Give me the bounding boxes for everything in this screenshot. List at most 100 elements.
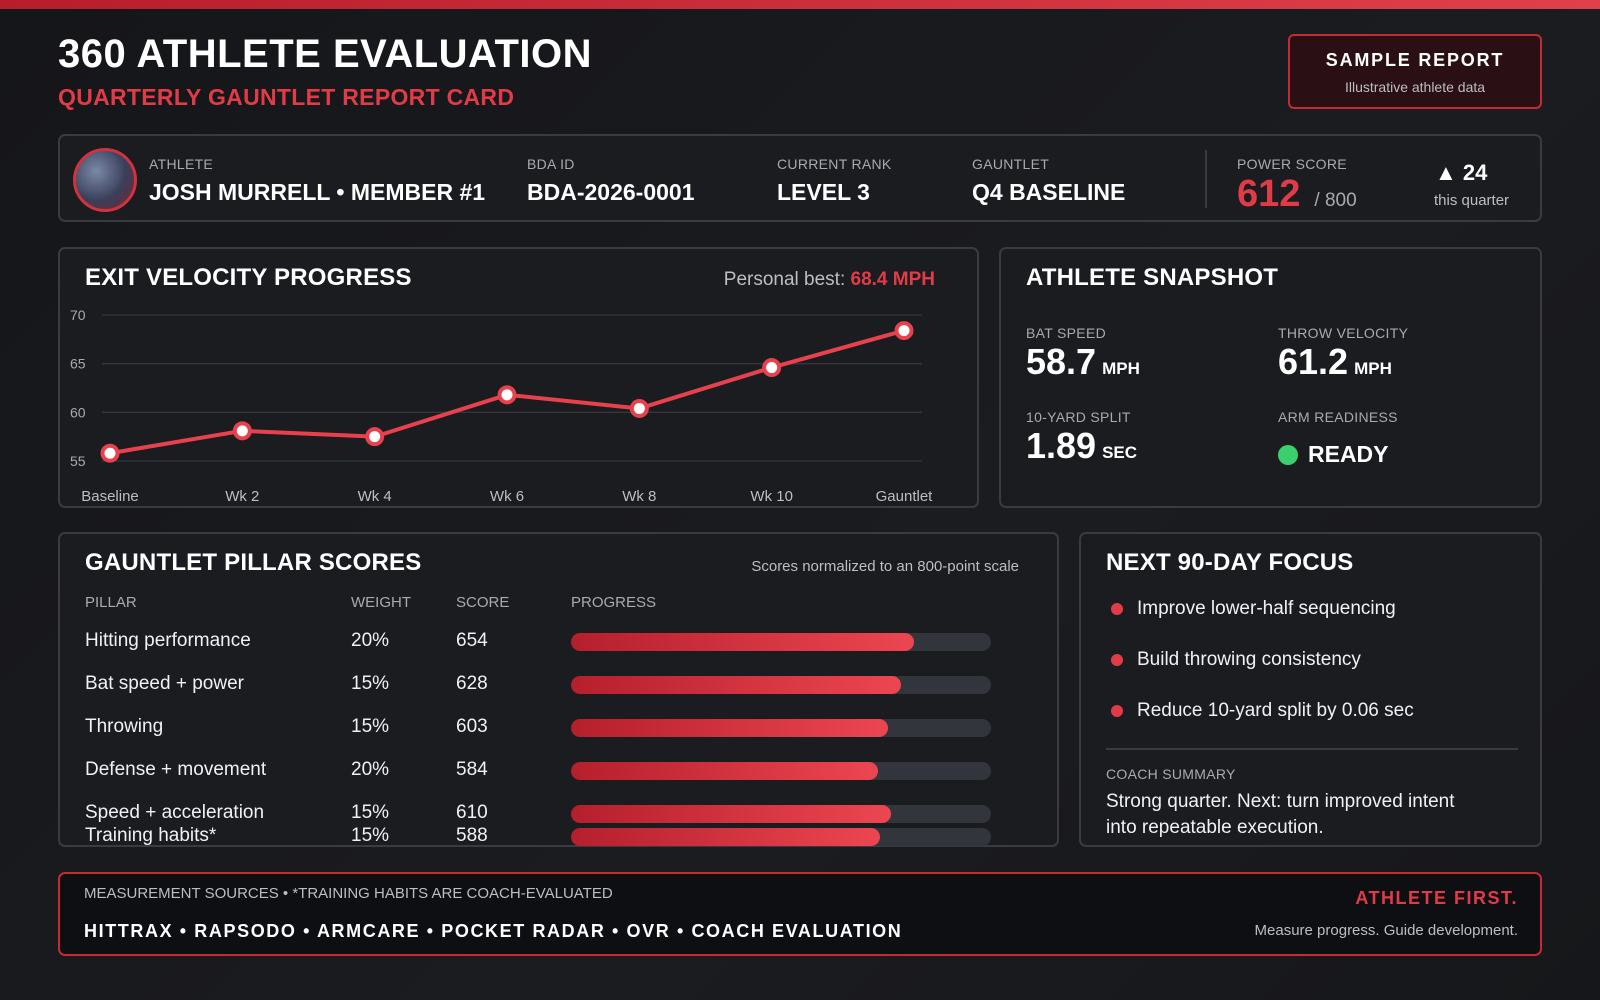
x-tick-label: Wk 2 (225, 488, 259, 505)
data-point (232, 421, 252, 441)
pillar-progress-track (571, 828, 991, 846)
pillar-score: 628 (456, 673, 488, 694)
personal-best-value: 68.4 MPH (850, 269, 935, 290)
pillar-progress-fill (571, 633, 915, 651)
athlete-info-bar: ATHLETE JOSH MURRELL • MEMBER #1 BDA ID … (58, 134, 1542, 222)
pillar-row: Speed + acceleration 15% 610 (60, 802, 1057, 826)
pillar-row: Defense + movement 20% 584 (60, 759, 1057, 783)
rank-label: CURRENT RANK (777, 156, 892, 172)
sample-report-badge: SAMPLE REPORT Illustrative athlete data (1288, 34, 1542, 109)
focus-item-text: Improve lower-half sequencing (1137, 598, 1396, 619)
y-tick-label: 60 (70, 404, 86, 420)
x-tick-label: Baseline (81, 488, 139, 505)
focus-title: NEXT 90-DAY FOCUS (1106, 549, 1354, 576)
athlete-snapshot-panel: ATHLETE SNAPSHOT BAT SPEED 58.7 MPH THROW… (999, 247, 1542, 508)
measurement-sources-label: MEASUREMENT SOURCES • *TRAINING HABITS A… (84, 885, 613, 902)
page-title: 360 ATHLETE EVALUATION (58, 32, 593, 76)
pillar-progress-track (571, 762, 991, 780)
y-tick-label: 70 (70, 307, 86, 323)
ten-yard-split-value: 1.89 (1026, 425, 1097, 466)
data-point (762, 358, 782, 378)
power-score-cell: POWER SCORE 612 / 800 (1237, 156, 1357, 216)
gauntlet-label: GAUNTLET (972, 156, 1050, 172)
footer-motto: ATHLETE FIRST. (1355, 888, 1518, 908)
pillar-name: Throwing (85, 716, 164, 737)
data-point (894, 321, 914, 341)
column-header-pillar: PILLAR (85, 594, 137, 611)
coach-summary-label: COACH SUMMARY (1106, 766, 1236, 782)
exit-velocity-panel: EXIT VELOCITY PROGRESS Personal best: 68… (58, 247, 979, 508)
focus-divider (1106, 748, 1518, 750)
exit-velocity-chart: 55 60 65 70 Baseline Wk 2 Wk 4 Wk 6 Wk 8 Wk 10 Gau… (70, 307, 934, 505)
pillar-score: 584 (456, 759, 488, 780)
x-tick-label: Wk 10 (750, 488, 793, 505)
athlete-label: ATHLETE (149, 156, 214, 172)
pillar-weight: 15% (351, 825, 390, 846)
avatar (73, 148, 137, 212)
athlete-cell: ATHLETE JOSH MURRELL • MEMBER #1 (149, 156, 485, 206)
info-divider (1205, 150, 1207, 208)
power-score-max: / 800 (1314, 190, 1357, 211)
pillar-row: Bat speed + power 15% 628 (60, 673, 1057, 697)
next-90-day-focus-panel: NEXT 90-DAY FOCUS Improve lower-half seq… (1079, 532, 1542, 847)
arm-readiness-value: READY (1308, 441, 1389, 467)
throw-velocity-unit: MPH (1354, 359, 1392, 378)
pillar-progress-fill (571, 719, 888, 737)
footer-banner: MEASUREMENT SOURCES • *TRAINING HABITS A… (58, 872, 1542, 956)
pillar-weight: 15% (351, 673, 390, 694)
arm-readiness-metric: ARM READINESS READY (1278, 409, 1398, 468)
pillar-weight: 15% (351, 716, 390, 737)
pillar-name: Speed + acceleration (85, 802, 265, 823)
bullet-icon (1111, 654, 1123, 666)
personal-best-label: Personal best: (723, 269, 846, 290)
y-tick-label: 55 (70, 453, 86, 469)
exit-velocity-title: EXIT VELOCITY PROGRESS (85, 264, 412, 291)
rank-value: LEVEL 3 (777, 179, 870, 205)
bat-speed-unit: MPH (1102, 359, 1140, 378)
x-tick-label: Wk 8 (622, 488, 656, 505)
personal-best: Personal best: 68.4 MPH (724, 269, 935, 291)
arm-readiness-label: ARM READINESS (1278, 409, 1398, 425)
sample-badge-title: SAMPLE REPORT (1325, 50, 1505, 70)
pillar-scores-panel: GAUNTLET PILLAR SCORES Scores normalized… (58, 532, 1059, 847)
pillar-score: 654 (456, 630, 488, 651)
x-tick-label: Wk 4 (358, 488, 392, 505)
snapshot-title: ATHLETE SNAPSHOT (1026, 264, 1279, 291)
column-header-weight: WEIGHT (351, 594, 411, 611)
pillar-score: 610 (456, 802, 488, 823)
bullet-icon (1111, 705, 1123, 717)
focus-item-text: Reduce 10-yard split by 0.06 sec (1137, 700, 1414, 721)
sample-badge-subtitle: Illustrative athlete data (1344, 79, 1486, 95)
ten-yard-split-metric: 10-YARD SPLIT 1.89 SEC (1026, 409, 1137, 467)
pillar-scores-note: Scores normalized to an 800-point scale (751, 558, 1019, 575)
measurement-tools: HITTRAX • RAPSODO • ARMCARE • POCKET RAD… (84, 921, 903, 941)
focus-item: Improve lower-half sequencing (1111, 598, 1396, 620)
power-score-value: 612 (1237, 173, 1301, 215)
data-point (629, 398, 649, 418)
data-point (365, 427, 385, 447)
gauntlet-cell: GAUNTLET Q4 BASELINE (972, 156, 1125, 206)
pillar-progress-track (571, 805, 991, 823)
bat-speed-label: BAT SPEED (1026, 325, 1106, 341)
pillar-progress-fill (571, 676, 901, 694)
focus-item: Reduce 10-yard split by 0.06 sec (1111, 700, 1414, 722)
pillar-weight: 15% (351, 802, 390, 823)
pillar-score: 603 (456, 716, 488, 737)
throw-velocity-label: THROW VELOCITY (1278, 325, 1409, 341)
pillar-progress-track (571, 719, 991, 737)
pillar-progress-track (571, 633, 991, 651)
pillar-row: Training habits* 15% 588 (60, 825, 1057, 849)
focus-item: Build throwing consistency (1111, 649, 1361, 671)
bda-id-cell: BDA ID BDA-2026-0001 (527, 156, 694, 206)
focus-item-text: Build throwing consistency (1137, 649, 1361, 670)
ten-yard-split-unit: SEC (1102, 443, 1138, 462)
power-delta: ▲ 24 (1435, 160, 1488, 185)
pillar-weight: 20% (351, 630, 390, 651)
throw-velocity-value: 61.2 (1278, 341, 1349, 382)
pillar-row: Hitting performance 20% 654 (60, 630, 1057, 654)
data-point (100, 443, 120, 463)
pillar-progress-fill (571, 762, 878, 780)
pillar-name: Defense + movement (85, 759, 267, 780)
column-header-score: SCORE (456, 594, 510, 611)
x-tick-label: Gauntlet (876, 488, 934, 505)
